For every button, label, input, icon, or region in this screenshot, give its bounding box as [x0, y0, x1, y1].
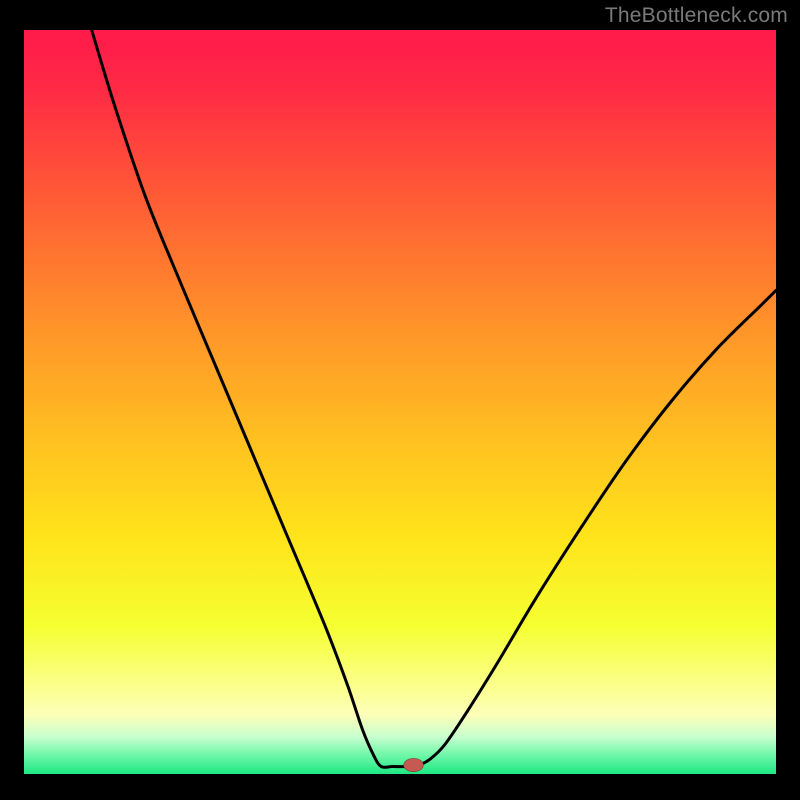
gradient-background	[24, 30, 776, 774]
bottleneck-chart	[24, 30, 776, 774]
watermark-text: TheBottleneck.com	[605, 4, 788, 28]
chart-canvas	[24, 30, 776, 774]
optimal-point-marker	[404, 758, 424, 771]
